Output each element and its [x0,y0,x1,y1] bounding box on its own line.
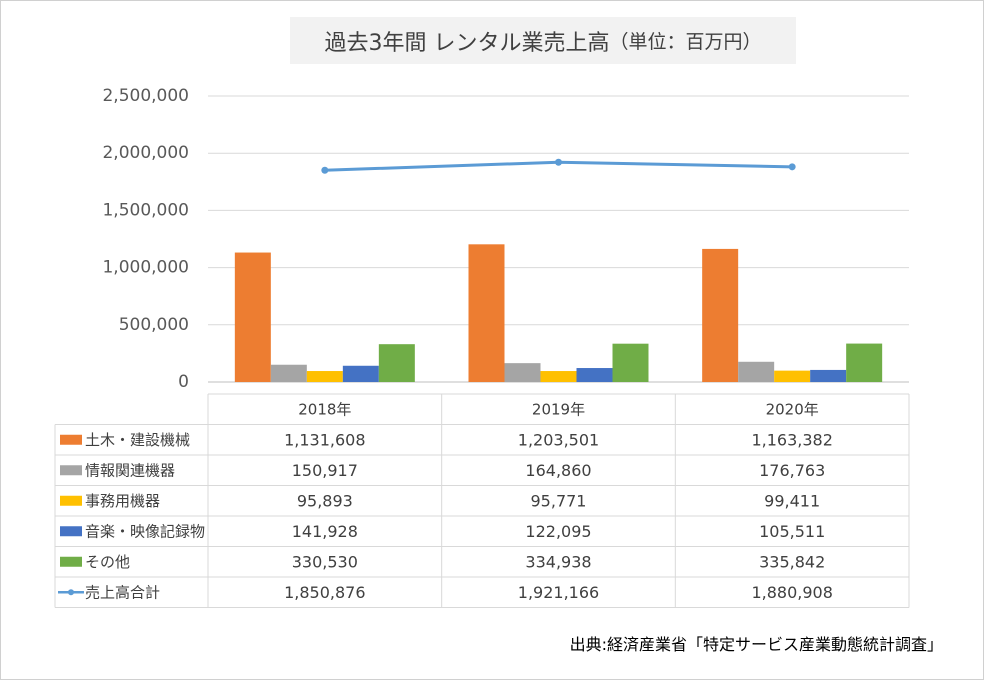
legend-line-marker [68,589,74,596]
y-tick-label: 1,500,000 [102,200,189,220]
data-label: 1,880,908 [751,583,832,602]
bar-3 [306,371,343,382]
data-label: 1,921,166 [518,583,599,602]
y-tick-label: 500,000 [119,315,189,335]
legend-label: 情報関連機器 [85,461,175,479]
legend-swatch [60,495,82,506]
data-label: 334,938 [525,552,591,571]
data-label: 164,860 [525,461,591,480]
data-label: 1,131,608 [284,430,365,449]
data-label: 141,928 [292,522,358,541]
legend-label: 売上高合計 [85,583,160,601]
x-category-label: 2019年 [532,400,585,418]
data-label: 335,842 [759,552,825,571]
bar-2 [270,364,307,382]
bar-2 [504,363,541,382]
y-tick-label: 2,500,000 [102,86,189,106]
data-label: 1,203,501 [518,430,599,449]
data-label: 105,511 [759,522,825,541]
legend-label: 事務用機器 [85,492,160,510]
source-note: 出典:経済産業省「特定サービス産業動態統計調査」 [569,635,943,654]
x-category-label: 2020年 [766,400,819,418]
bar-5 [612,343,649,382]
chart-title-main: 過去3年間 レンタル業売上高 [324,30,610,56]
bar-1 [234,252,271,382]
legend-swatch [60,434,82,445]
data-label: 122,095 [525,522,591,541]
legend-label: 土木・建設機械 [85,431,190,449]
bar-1 [702,248,739,382]
legend-swatch [60,526,82,537]
y-tick-label: 2,000,000 [102,143,189,163]
data-label: 330,530 [292,552,358,571]
legend-swatch [60,465,82,476]
data-label: 1,850,876 [284,583,365,602]
chart-title: 過去3年間 レンタル業売上高 （単位：百万円） [290,17,796,64]
bar-4 [342,365,379,382]
data-label: 95,893 [297,491,353,510]
title-box: 過去3年間 レンタル業売上高 （単位：百万円） [290,17,796,64]
bar-4 [810,369,847,382]
data-label: 95,771 [531,491,587,510]
y-tick-label: 1,000,000 [102,258,189,278]
bar-1 [468,244,505,382]
total-sales-point [788,163,796,171]
bar-3 [774,370,811,382]
data-label: 150,917 [292,461,358,480]
bar-5 [846,343,883,382]
data-label: 1,163,382 [751,430,832,449]
legend-label: その他 [85,553,130,571]
legend-label: 音楽・映像記録物 [85,522,205,540]
total-sales-point [555,158,562,166]
y-tick-label: 0 [178,372,189,392]
bar-2 [738,361,775,382]
legend-swatch [60,556,82,567]
data-label: 176,763 [759,461,825,480]
bar-4 [576,368,613,382]
chart-title-unit: （単位：百万円） [609,31,762,53]
bar-3 [540,371,577,382]
data-label: 99,411 [764,491,820,510]
bar-5 [378,344,415,382]
total-sales-point [321,166,329,174]
x-category-label: 2018年 [298,400,351,418]
